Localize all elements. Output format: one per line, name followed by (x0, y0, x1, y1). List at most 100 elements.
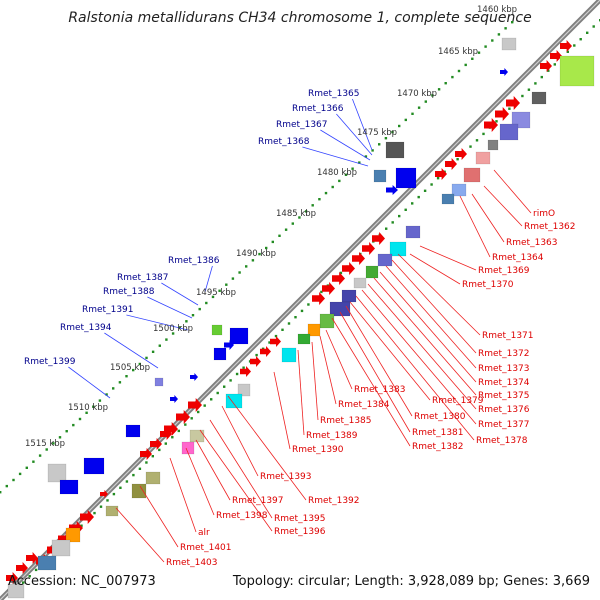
outer-scale-dot (78, 417, 82, 421)
outer-scale-dot (378, 143, 381, 146)
forward-gene (373, 169, 387, 183)
outer-scale-dot (444, 82, 447, 85)
reverse-gene (352, 252, 365, 265)
outer-scale-dot (85, 411, 88, 414)
outer-scale-dot (211, 295, 215, 299)
reverse-gene (499, 123, 519, 141)
gene-layer (6, 37, 595, 599)
forward-gene-label: Rmet_1394 (60, 323, 112, 333)
reverse-gene-label: Rmet_1382 (412, 442, 464, 452)
inner-scale-dot (274, 334, 278, 338)
forward-gene-label: Rmet_1391 (82, 305, 134, 315)
forward-leader (320, 129, 371, 161)
reverse-gene (353, 277, 367, 289)
inner-scale-dot (573, 44, 576, 47)
inner-scale-dot (385, 227, 388, 230)
footer: Accession: NC_007973 Topology: circular;… (0, 574, 600, 594)
reverse-gene-label: Rmet_1362 (524, 222, 576, 232)
outer-scale-dot (225, 283, 228, 286)
outer-scale-dot (384, 137, 388, 140)
outer-scale-dot (417, 106, 421, 109)
outer-scale-dot (0, 491, 2, 494)
reverse-gene (297, 333, 311, 345)
outer-scale-dot (72, 423, 75, 427)
reverse-leader (221, 405, 259, 477)
forward-gene (190, 373, 198, 381)
leader-layer (68, 98, 532, 563)
reverse-gene (559, 55, 595, 87)
inner-scale-dot (112, 492, 116, 496)
forward-gene-label: Rmet_1366 (292, 104, 344, 114)
reverse-leader (459, 195, 491, 258)
outer-scale-dot (437, 88, 441, 91)
forward-gene (170, 395, 178, 403)
reverse-gene (435, 168, 447, 180)
reverse-gene (372, 232, 385, 245)
scale-tick-label: 1510 kbp (68, 403, 108, 413)
reverse-gene (240, 366, 251, 377)
inner-scale-dot (320, 290, 323, 294)
inner-scale-dot (436, 177, 440, 180)
inner-scale-dot (223, 385, 226, 388)
inner-scale-dot (475, 139, 479, 142)
reverse-gene (145, 471, 161, 485)
reverse-leader (355, 295, 475, 441)
inner-scale-dot (216, 391, 219, 395)
outer-scale-dot (464, 63, 467, 67)
outer-scale-dot (178, 326, 181, 329)
inner-scale-dot (138, 467, 142, 470)
outer-scale-dot (497, 33, 501, 36)
inner-scale-dot (300, 309, 304, 313)
forward-gene (105, 505, 119, 517)
outer-scale-dot (291, 222, 294, 225)
reverse-leader (483, 185, 523, 227)
reverse-gene (445, 158, 457, 170)
reverse-gene-label: Rmet_1363 (506, 238, 558, 248)
reverse-gene (189, 429, 205, 443)
inner-scale-dot (255, 353, 258, 357)
reverse-gene (475, 151, 491, 165)
inner-scale-dot (268, 341, 271, 344)
inner-scale-dot (119, 486, 122, 489)
inner-scale-dot (99, 505, 103, 508)
inner-scale-dot (171, 436, 174, 439)
reverse-leader (227, 395, 307, 501)
outer-scale-dot (331, 185, 334, 189)
forward-gene (386, 185, 398, 195)
inner-scale-dot (281, 328, 284, 331)
scale-tick-label: 1490 kbp (236, 249, 276, 259)
inner-scale-dot (177, 429, 180, 433)
inner-scale-dot (145, 461, 148, 464)
reverse-gene (16, 562, 28, 574)
reverse-gene (250, 356, 261, 367)
forward-leader (68, 366, 111, 399)
inner-scale-dot (527, 88, 531, 91)
outer-scale-dot (431, 94, 434, 97)
reverse-gene (495, 107, 509, 121)
reverse-gene (377, 253, 393, 267)
reverse-leader (367, 283, 477, 410)
outer-scale-dot (118, 381, 122, 384)
outer-scale-dot (171, 332, 175, 335)
forward-leader (204, 265, 213, 293)
reverse-gene (181, 441, 195, 455)
reverse-gene-label: Rmet_1380 (414, 412, 466, 422)
inner-scale-dot (586, 31, 589, 34)
forward-gene-label: Rmet_1367 (276, 120, 328, 130)
inner-scale-dot (22, 581, 25, 584)
outer-scale-dot (218, 289, 221, 292)
forward-gene-label: Rmet_1368 (258, 137, 310, 147)
reverse-gene-label: Rmet_1371 (482, 331, 534, 341)
outer-scale-dot (145, 356, 148, 360)
inner-scale-dot (417, 195, 420, 199)
inner-scale-dot (93, 511, 96, 515)
reverse-gene (7, 583, 25, 599)
forward-gene (224, 340, 234, 350)
inner-scale-dot (566, 50, 569, 53)
reverse-gene-label: Rmet_1384 (338, 400, 390, 410)
inner-scale-dot (508, 107, 511, 110)
reverse-leader (391, 259, 477, 354)
reverse-leader (345, 305, 413, 417)
reverse-gene-label: Rmet_1364 (492, 253, 544, 263)
